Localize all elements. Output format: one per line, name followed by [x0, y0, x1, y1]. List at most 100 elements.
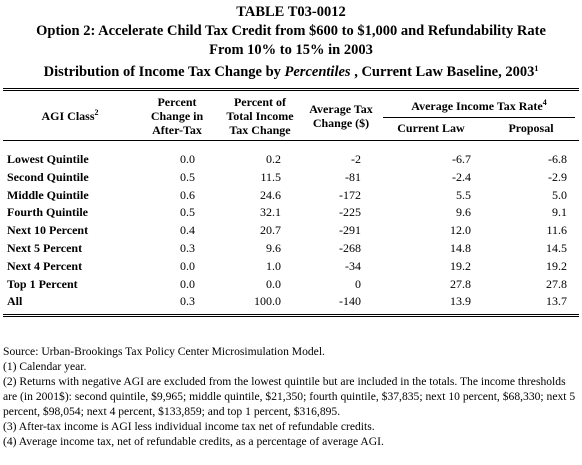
cell: 0.3 [137, 293, 217, 318]
cell: 0.5 [180, 205, 195, 220]
cell: 9.1 [552, 205, 568, 220]
note: (4) Average income tax, net of refundabl… [3, 435, 384, 448]
row-label: Lowest Quintile [7, 152, 89, 166]
group-header-text: Average Income Tax Rate4 [383, 91, 576, 118]
footnote-ref: 1 [534, 64, 539, 73]
cell: -34 [345, 258, 361, 273]
table-row: Next 10 Percent 0.4 20.7 -291 12.0 11.6 [3, 222, 579, 240]
row-label: Next 5 Percent [7, 240, 83, 255]
column-header: AGI Class2 [3, 88, 137, 141]
cell: 100.0 [217, 293, 303, 318]
column-header-line: Change in [150, 108, 204, 123]
note: (1) Calendar year. [3, 360, 87, 373]
row-label: Next 4 Percent [7, 258, 83, 273]
cell: 0.3 [180, 240, 195, 255]
note: (3) After-tax income is AGI less individ… [3, 420, 375, 433]
table-row: Next 5 Percent 0.3 9.6 -268 14.8 14.5 [3, 240, 579, 258]
cell: 14.8 [450, 240, 471, 255]
subcolumn-header: Current Law [379, 118, 483, 141]
note: (2) Returns with negative AGI are exclud… [3, 375, 576, 418]
header-row: AGI Class2 Percent Change in After-Tax Perce… [3, 88, 580, 141]
row-label: Middle Quintile [7, 187, 89, 202]
cell: 24.6 [260, 187, 281, 202]
cell: 1.0 [266, 258, 281, 273]
cell: -81 [345, 169, 361, 184]
cell: 5.5 [456, 187, 471, 202]
table-id: TABLE T03-0012 [236, 4, 346, 20]
cell: 0.2 [266, 152, 281, 166]
cell: 32.1 [260, 205, 281, 220]
table-row: Next 4 Percent 0.0 1.0 -34 19.2 19.2 [3, 258, 579, 276]
column-header: Percent of Total Income Tax Change [217, 88, 303, 141]
footnote-ref: 4 [542, 98, 547, 107]
table-row: All 0.3 100.0 -140 13.9 13.7 [3, 293, 580, 318]
column-header-line: Tax Change [229, 122, 291, 137]
cell: -140 [303, 293, 379, 318]
group-header: Average Income Tax Rate4 [379, 88, 580, 118]
subcolumn-header: Proposal [483, 118, 580, 141]
cell: 12.0 [450, 223, 471, 238]
column-header: Percent Change in After-Tax [137, 88, 217, 141]
row-label: Fourth Quintile [7, 205, 89, 220]
cell: 0.4 [180, 223, 195, 238]
cell: -2 [351, 152, 361, 166]
cell: 11.6 [546, 223, 568, 238]
column-header-line: After-Tax [152, 122, 202, 137]
column-header-line: Percent [157, 94, 197, 109]
cell: 9.6 [266, 240, 281, 255]
column-header-line: Percent of [233, 94, 287, 109]
row-label: Next 10 Percent [7, 223, 89, 238]
subtitle: Distribution of Income Tax Change by Per… [0, 63, 582, 82]
cell: 0.0 [180, 276, 195, 291]
cell: -6.8 [548, 152, 568, 166]
cell: 20.7 [260, 223, 281, 238]
title-line: Option 2: Accelerate Child Tax Credit fr… [36, 23, 546, 39]
column-header-line: Average Tax [309, 101, 373, 116]
table-row: Second Quintile 0.5 11.5 -81 -2.4 -2.9 [3, 169, 579, 187]
row-label: Top 1 Percent [7, 276, 78, 291]
cell: 5.0 [552, 187, 568, 202]
cell: 19.2 [450, 258, 471, 273]
subtitle-italic: Percentiles [284, 64, 351, 80]
cell: 0.0 [266, 276, 281, 291]
cell: -2.4 [452, 169, 471, 184]
cell: -172 [339, 187, 361, 202]
notes: Source: Urban-Brookings Tax Policy Cente… [3, 344, 577, 449]
cell: 19.2 [546, 258, 568, 273]
cell: 11.5 [260, 169, 281, 184]
cell: 0 [355, 276, 361, 291]
cell: 27.8 [450, 276, 471, 291]
column-header-line: Change ($) [312, 115, 370, 130]
title-line: From 10% to 15% in 2003 [209, 42, 373, 58]
cell: -291 [339, 223, 361, 238]
footnote-ref: 2 [94, 107, 99, 117]
cell: 0.5 [180, 169, 195, 184]
table-row: Fourth Quintile 0.5 32.1 -225 9.6 9.1 [3, 204, 579, 222]
cell: 0.6 [180, 187, 195, 202]
cell: -225 [339, 205, 361, 220]
header-row: Current Law Proposal [3, 118, 580, 141]
cell: 27.8 [546, 276, 568, 291]
cell: 13.7 [483, 293, 580, 318]
note: Source: Urban-Brookings Tax Policy Cente… [3, 345, 325, 358]
column-header-text: AGI Class [41, 108, 95, 123]
cell: 13.9 [379, 293, 483, 318]
table-row: Middle Quintile 0.6 24.6 -172 5.5 5.0 [3, 187, 579, 205]
table-row: Lowest Quintile 0.0 0.2 -2 -6.7 -6.8 [3, 141, 579, 169]
cell: 14.5 [546, 240, 568, 255]
cell: -268 [339, 240, 361, 255]
cell: 0.0 [180, 258, 195, 273]
cell: -6.7 [452, 152, 471, 166]
group-header-label: Average Income Tax Rate [411, 99, 543, 113]
subtitle-text: Distribution of Income Tax Change by [43, 64, 285, 80]
column-header-line: Total Income [226, 108, 294, 123]
cell: -2.9 [548, 169, 568, 184]
data-table: AGI Class2 Percent Change in After-Tax Perce… [3, 88, 580, 318]
row-label: Second Quintile [7, 169, 89, 184]
row-label: All [3, 293, 137, 318]
table-body: Lowest Quintile 0.0 0.2 -2 -6.7 -6.8 Second Qu… [3, 141, 580, 318]
table-header: AGI Class2 Percent Change in After-Tax Perce… [3, 88, 580, 141]
cell: 9.6 [456, 205, 471, 220]
